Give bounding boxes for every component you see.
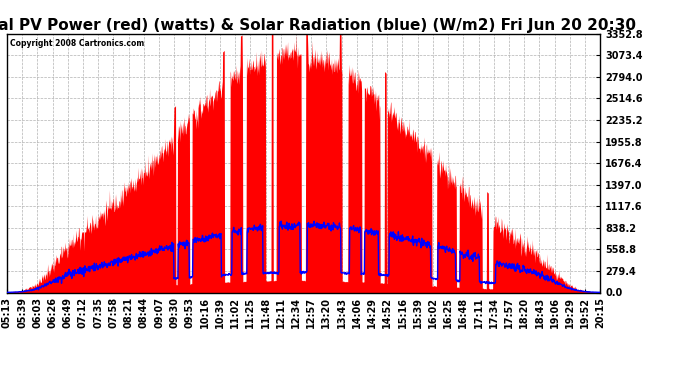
- Title: Total PV Power (red) (watts) & Solar Radiation (blue) (W/m2) Fri Jun 20 20:30: Total PV Power (red) (watts) & Solar Rad…: [0, 18, 635, 33]
- Text: Copyright 2008 Cartronics.com: Copyright 2008 Cartronics.com: [10, 39, 144, 48]
